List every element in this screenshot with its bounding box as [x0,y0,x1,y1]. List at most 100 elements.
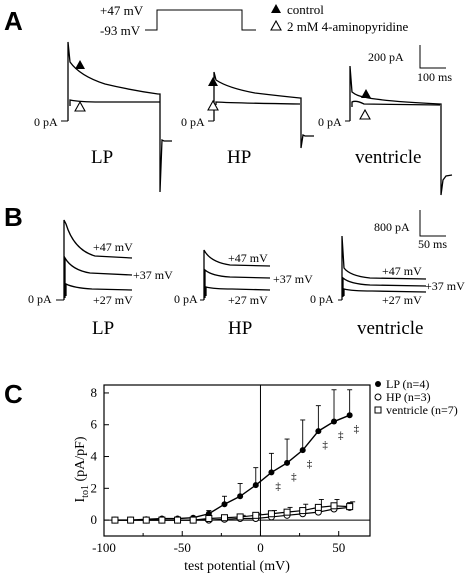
x-axis-label: test potential (mV) [184,559,290,574]
series-line-2 [114,505,350,521]
legend-label: LP (n=4) [386,377,429,391]
ventricle-voltage-37: +37 mV [425,279,465,293]
legend-label: HP (n=3) [386,390,431,404]
legend-drug-marker [270,19,282,31]
significance-marker: ‡ [307,458,313,470]
drug-marker-ventricle [359,108,371,120]
legend-control-marker [271,4,281,13]
drug-trace-lp [69,99,160,106]
cell-label-b-ventricle: ventricle [357,318,423,339]
ventricle-trace-47 [341,235,427,300]
cell-label-a-lp: LP [91,147,113,168]
protocol-upper-label: +47 mV [100,3,144,18]
data-point [268,469,275,476]
control-trace-hp [213,71,314,149]
trace-a-hp: 0 pA HP [181,71,314,168]
ventricle-trace-27 [343,288,427,296]
lp-voltage-47: +47 mV [93,240,133,254]
trace-b-lp: 0 pA +47 mV +37 mV +27 mV LP [28,219,173,339]
drug-trace-ventricle [351,100,441,107]
data-point [127,516,135,524]
lp-voltage-27: +27 mV [93,293,133,307]
zero-label-b-ventricle: 0 pA [310,292,334,306]
lp-trace-27 [65,282,133,296]
legend-marker [374,393,382,401]
scalebar-b-lines [419,210,446,237]
panel-a: A +47 mV -93 mV control 2 mM 4-aminopyri… [4,2,453,196]
lp-trace-47 [63,219,133,300]
drug-marker-hp [207,99,219,111]
trace-b-ventricle: 0 pA +47 mV +37 mV +27 mV ventricle [310,235,465,339]
legend-drug-label: 2 mM 4-aminopyridine [287,19,409,34]
control-marker-hp [208,77,218,86]
drug-trace-hp [215,101,301,105]
data-point [299,447,306,454]
y-tick-label: 6 [91,417,98,432]
cell-label-b-hp: HP [228,318,252,339]
zero-label-b-lp: 0 pA [28,292,52,306]
control-trace-ventricle [349,65,453,196]
legend-label: ventricle (n=7) [386,403,458,417]
plot-frame [103,384,371,537]
trace-b-hp: 0 pA +47 mV +37 mV +27 mV HP [174,249,313,339]
scalebar-b-time-label: 50 ms [418,237,447,251]
data-point [283,508,291,516]
x-tick-label: -50 [174,540,191,555]
data-point [314,503,322,511]
data-point [189,516,197,524]
data-point [284,459,291,466]
data-point [142,516,150,524]
data-point [331,418,338,425]
y-tick-label: 8 [91,385,98,400]
zero-label-a-ventricle: 0 pA [318,115,342,129]
data-point [299,507,307,515]
panel-a-scalebar: 200 pA 100 ms [368,45,452,84]
zero-label-a-hp: 0 pA [181,115,205,129]
data-point [221,501,228,508]
control-marker-ventricle [361,89,371,98]
voltage-protocol: +47 mV -93 mV [100,3,256,38]
legend-control-label: control [287,2,324,17]
significance-marker: ‡ [338,430,344,442]
cell-label-b-lp: LP [92,318,114,339]
data-point [252,511,260,519]
control-marker-lp [75,60,85,69]
significance-marker: ‡ [291,471,297,483]
panel-a-legend: control 2 mM 4-aminopyridine [270,2,409,34]
y-tick-label: 0 [91,512,98,527]
data-point [315,428,322,435]
zero-label-a-lp: 0 pA [34,115,58,129]
panel-b-scalebar: 800 pA 50 ms [374,210,447,251]
series-line-0 [114,414,350,521]
y-tick-label: 2 [91,480,98,495]
data-point [346,412,353,419]
y-axis-label: Ito1 (pA/pF) [73,436,91,502]
protocol-lower-label: -93 mV [100,23,141,38]
panel-b: B 800 pA 50 ms 0 pA +47 mV +37 mV +27 mV… [4,202,465,339]
panel-c: C -100 -50 0 50 0 2 4 6 8 test potential (mV) Ito1… [4,377,458,574]
data-point [330,502,338,510]
ventricle-voltage-47: +47 mV [382,264,422,278]
scalebar-current-label: 200 pA [368,50,404,64]
drug-marker-lp [74,100,86,112]
trace-a-lp: 0 pA LP [34,41,172,193]
legend-marker [374,406,382,414]
significance-marker: ‡ [322,439,328,451]
data-point [205,515,213,523]
scalebar-lines [419,45,446,69]
y-tick-label: 4 [91,449,98,464]
hp-trace-27 [205,286,271,296]
x-tick-label: 0 [257,540,264,555]
hp-trace-37 [204,268,271,298]
hp-voltage-27: +27 mV [228,293,268,307]
iv-plot: -100 -50 0 50 0 2 4 6 8 test potential (mV) Ito1 (… [73,377,458,574]
lp-trace-37 [64,255,133,298]
lp-voltage-37: +37 mV [133,268,173,282]
significance-marker: ‡ [275,480,281,492]
data-point [220,514,228,522]
hp-trace-47 [203,249,271,300]
series-line-1 [114,506,350,521]
data-point [158,516,166,524]
control-trace-lp [67,41,172,193]
